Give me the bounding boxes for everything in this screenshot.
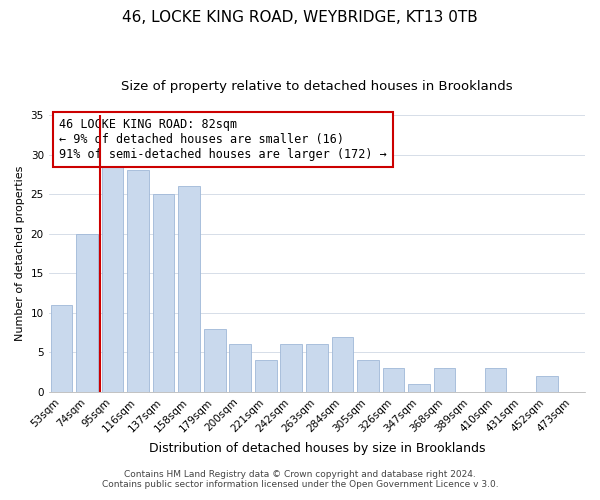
Bar [178,186,200,392]
Bar [536,376,557,392]
Bar [357,360,379,392]
Bar [204,328,226,392]
X-axis label: Distribution of detached houses by size in Brooklands: Distribution of detached houses by size … [149,442,485,455]
Bar [50,305,72,392]
Text: Contains HM Land Registry data © Crown copyright and database right 2024.
Contai: Contains HM Land Registry data © Crown c… [101,470,499,489]
Text: 46 LOCKE KING ROAD: 82sqm
← 9% of detached houses are smaller (16)
91% of semi-d: 46 LOCKE KING ROAD: 82sqm ← 9% of detach… [59,118,387,161]
Bar [76,234,98,392]
Bar [332,336,353,392]
Text: 46, LOCKE KING ROAD, WEYBRIDGE, KT13 0TB: 46, LOCKE KING ROAD, WEYBRIDGE, KT13 0TB [122,10,478,25]
Bar [306,344,328,392]
Bar [408,384,430,392]
Bar [485,368,506,392]
Bar [153,194,175,392]
Bar [383,368,404,392]
Bar [101,162,124,392]
Bar [127,170,149,392]
Bar [229,344,251,392]
Bar [434,368,455,392]
Y-axis label: Number of detached properties: Number of detached properties [15,166,25,341]
Title: Size of property relative to detached houses in Brooklands: Size of property relative to detached ho… [121,80,512,93]
Bar [255,360,277,392]
Bar [280,344,302,392]
